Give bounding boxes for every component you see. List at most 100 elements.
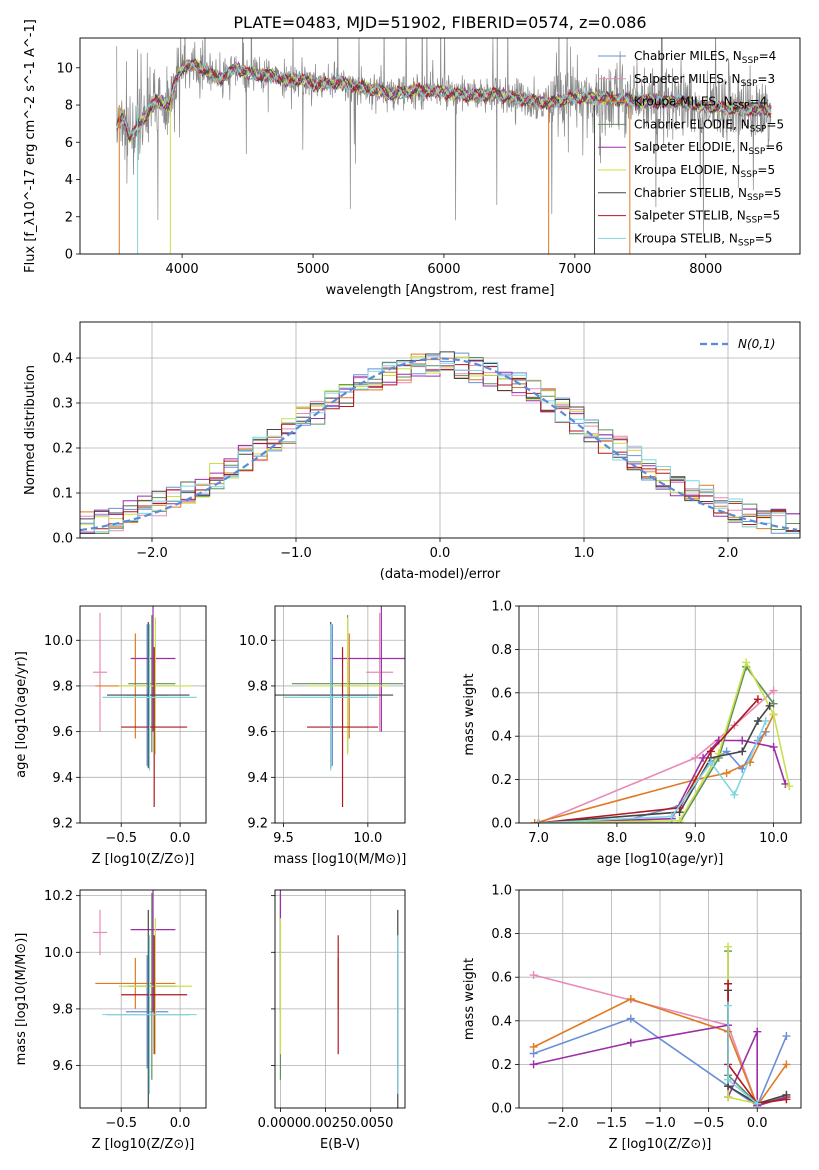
- weight-point-2: [722, 769, 731, 778]
- figure-title: PLATE=0483, MJD=51902, FIBERID=0574, z=0…: [233, 13, 646, 32]
- y-tick-label: 0: [65, 248, 73, 263]
- x-tick-label: 6000: [427, 262, 460, 277]
- y-tick-label: 10.0: [44, 946, 73, 961]
- y-tick-label: 0.0: [52, 532, 73, 547]
- spectrum-model: [116, 58, 772, 144]
- y-tick-label: 0.2: [491, 773, 512, 788]
- y-axis-label: mass [log10(M/M⊙)]: [14, 933, 29, 1066]
- y-tick-label: 9.6: [247, 725, 268, 740]
- weight-point-0: [782, 1032, 791, 1041]
- legend-label: Chabrier ELODIE, NSSP=5: [634, 117, 784, 134]
- y-tick-label: 0.4: [52, 352, 73, 367]
- panel-weight-vs-age: 7.0 8.0 9.0 10.0 0.0 0.2 0.4 0.6 0.8 1.0 age [log1…: [462, 600, 802, 867]
- legend-text: Salpeter STELIB, N: [634, 209, 746, 223]
- x-axis-label: age [log10(age/yr)]: [597, 852, 724, 867]
- weight-point-5: [785, 782, 794, 791]
- x-tick-label: 0.0050: [348, 1116, 394, 1131]
- x-axis-label: Z [log10(Z/Z⊙)]: [609, 1137, 712, 1152]
- y-tick-label: 0.0: [491, 1102, 512, 1117]
- axes-frame: [274, 605, 406, 824]
- plot-area-spectrum: [116, 38, 772, 254]
- y-tick-label: 10.0: [44, 634, 73, 649]
- panel-age-vs-mass: 9.5 10.0 9.2 9.4 9.6 9.8 10.0 mass [log10(M/M⊙)…: [239, 605, 406, 867]
- weight-point-6: [738, 747, 747, 756]
- weight-point-0: [626, 1014, 635, 1023]
- weight-point-7: [753, 695, 762, 704]
- y-tick-label: 9.2: [247, 817, 268, 832]
- legend-suffix: =4: [759, 49, 777, 63]
- x-tick-label: 9.5: [273, 831, 294, 846]
- legend-label: Chabrier STELIB, NSSP=5: [634, 186, 782, 203]
- x-tick-label: 7.0: [528, 831, 549, 846]
- weight-point-8: [753, 1099, 762, 1108]
- y-tick-label: 10.0: [239, 634, 268, 649]
- x-tick-label: 0.0: [170, 1116, 191, 1131]
- legend-sub: SSP: [748, 147, 765, 157]
- y-tick-label: 0.6: [491, 686, 512, 701]
- legend-text: Kroupa STELIB, N: [634, 231, 738, 245]
- x-tick-label: −0.5: [105, 1116, 137, 1131]
- y-axis-label: Normed distribution: [23, 365, 38, 495]
- y-tick-label: 10.2: [44, 889, 73, 904]
- legend-text: Kroupa MILES, N: [634, 95, 733, 109]
- legend-sub: SSP: [746, 216, 763, 226]
- weight-point-4: [738, 736, 747, 745]
- legend-text: Salpeter MILES, N: [634, 72, 741, 86]
- panel-mass-vs-Z: −0.5 0.0 9.6 9.8 10.0 10.2 Z [log10(Z/Z⊙)] mass…: [14, 889, 207, 1152]
- axes-frame: [79, 37, 801, 255]
- weight-line-2: [534, 714, 775, 823]
- y-tick-label: 9.8: [52, 679, 73, 694]
- plot-area-mass-vs-Z: [80, 890, 206, 1108]
- x-tick-label: 10.0: [353, 831, 382, 846]
- y-axis-label: mass weight: [462, 958, 477, 1040]
- weight-point-1: [769, 686, 778, 695]
- axes-frame: [518, 889, 802, 1109]
- legend-sub: SSP: [741, 79, 758, 89]
- axes-frame: [79, 889, 207, 1109]
- panel-residuals: −2.0 −1.0 0.0 1.0 2.0 0.0 0.1 0.2 0.3 0.4 (data-mo…: [23, 321, 801, 582]
- y-tick-label: 2: [65, 210, 73, 225]
- y-tick-label: 0.2: [52, 442, 73, 457]
- x-axis-label: (data-model)/error: [380, 567, 501, 582]
- x-axis-label: Z [log10(Z/Z⊙)]: [92, 852, 195, 867]
- x-tick-label: −1.0: [280, 546, 312, 561]
- weight-point-8: [724, 1075, 733, 1084]
- histogram-8: [80, 361, 800, 534]
- y-tick-label: 9.2: [52, 817, 73, 832]
- plot-area-residuals: [80, 322, 800, 538]
- legend-label: Chabrier MILES, NSSP=4: [634, 49, 776, 66]
- weight-point-8: [534, 819, 543, 823]
- y-tick-label: 1.0: [491, 884, 512, 899]
- spectrum-model: [116, 59, 772, 139]
- y-tick-label: 0.2: [491, 1058, 512, 1073]
- y-tick-label: 0.8: [491, 927, 512, 942]
- y-tick-label: 0.3: [52, 397, 73, 412]
- weight-point-7: [706, 747, 715, 756]
- legend-label: Salpeter STELIB, NSSP=5: [634, 209, 780, 226]
- x-tick-label: 4000: [166, 262, 199, 277]
- y-tick-label: 10: [56, 61, 73, 76]
- y-tick-label: 0.1: [52, 487, 73, 502]
- x-tick-label: 0.0000: [258, 1116, 304, 1131]
- x-tick-label: 8.0: [607, 831, 628, 846]
- weight-point-1: [529, 971, 538, 980]
- plot-area-mass-vs-ebv: [275, 890, 405, 1108]
- weight-point-7: [724, 979, 733, 988]
- axes-frame: [79, 605, 207, 824]
- legend-sub: SSP: [742, 56, 759, 66]
- legend-label: Salpeter ELODIE, NSSP=6: [634, 140, 783, 157]
- legend-text: Salpeter ELODIE, N: [634, 140, 748, 154]
- y-tick-label: 9.4: [52, 771, 73, 786]
- plot-area-weight-vs-age: [519, 606, 801, 823]
- y-axis-label: age [log10(age/yr)]: [14, 651, 29, 778]
- y-tick-label: 0.0: [491, 817, 512, 832]
- x-tick-label: 9.0: [685, 831, 706, 846]
- legend-label: Kroupa STELIB, NSSP=5: [634, 231, 772, 248]
- x-tick-label: 7000: [558, 262, 591, 277]
- legend-label: N(0,1): [738, 337, 775, 351]
- spectrum-model: [116, 59, 772, 142]
- weight-line-7: [538, 698, 759, 823]
- weight-point-4: [699, 753, 708, 762]
- legend-suffix: =5: [764, 186, 782, 200]
- legend-text: Chabrier STELIB, N: [634, 186, 747, 200]
